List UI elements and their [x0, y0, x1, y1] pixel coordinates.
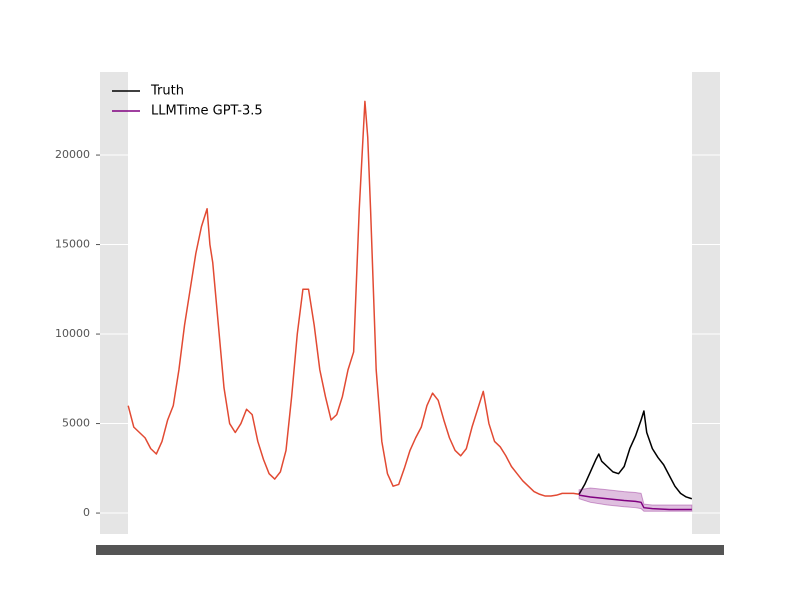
y-tick-label: 15000 — [55, 238, 90, 251]
y-tick-label: 5000 — [62, 417, 90, 430]
history-line — [127, 100, 580, 497]
interval-band — [578, 487, 693, 512]
x-tick-labels-overlap — [96, 545, 724, 555]
plot-inner — [128, 72, 692, 534]
y-tick-label: 0 — [83, 506, 90, 519]
legend-label: Truth — [150, 84, 184, 99]
y-tick-label: 20000 — [55, 148, 90, 161]
legend-label: LLMTime GPT-3.5 — [151, 104, 263, 119]
y-tick-label: 10000 — [55, 327, 90, 340]
series-line — [578, 494, 692, 511]
series-line — [578, 410, 693, 500]
